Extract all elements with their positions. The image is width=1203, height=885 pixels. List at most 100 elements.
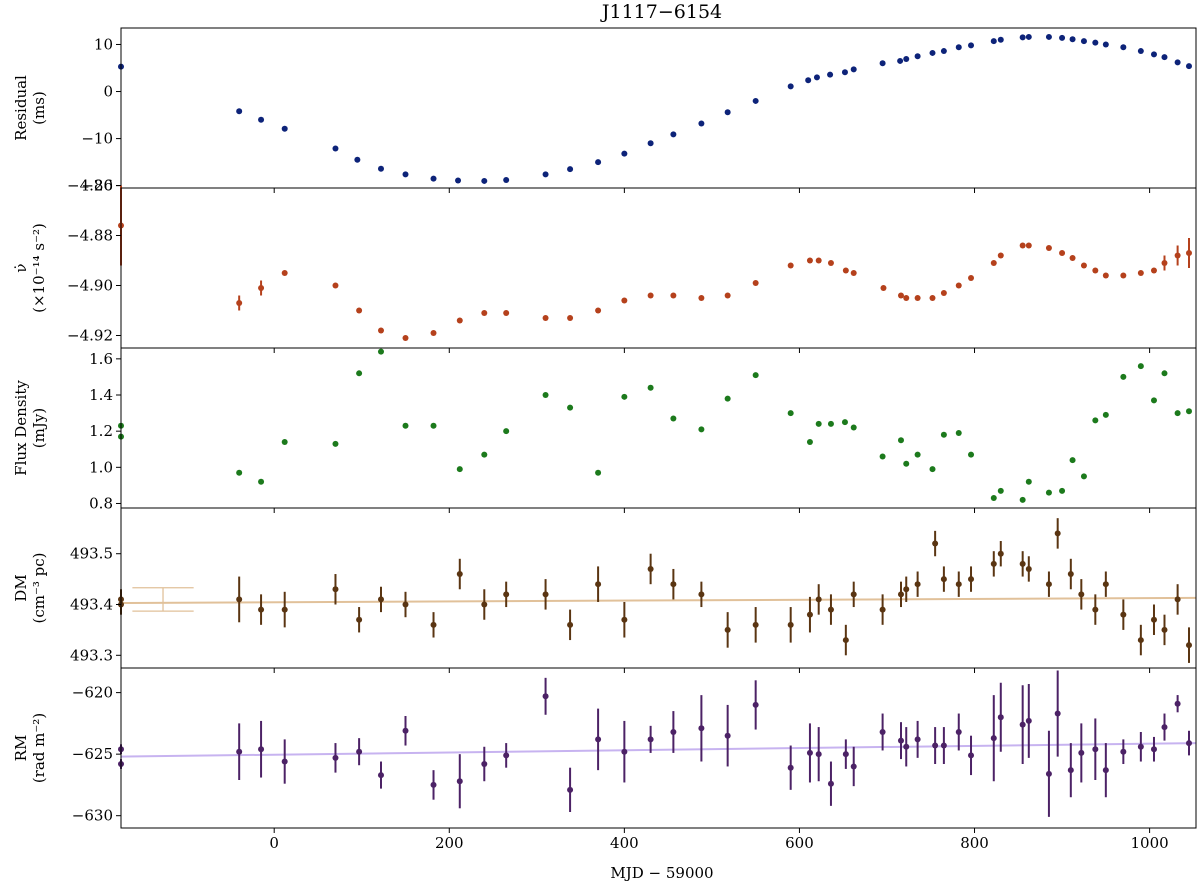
data-point (815, 596, 822, 603)
data-point (897, 57, 904, 64)
data-point (281, 758, 288, 765)
data-point (850, 591, 857, 598)
y-tick-label: 493.5 (70, 545, 113, 563)
data-point (455, 177, 462, 184)
data-point (1120, 373, 1127, 380)
data-point (647, 140, 654, 147)
data-point (1102, 767, 1109, 774)
data-point (1069, 255, 1076, 261)
y-axis-label-line: Residual (12, 75, 30, 141)
data-point (236, 596, 243, 603)
data-point (1067, 767, 1074, 774)
data-point (1045, 245, 1052, 251)
data-point (377, 348, 384, 355)
reference-errorbar (132, 587, 194, 612)
data-point (1120, 44, 1127, 51)
data-point (670, 292, 677, 299)
y-tick-label: 1.4 (89, 386, 113, 404)
data-point (968, 576, 975, 583)
data-point (968, 451, 975, 458)
data-point (914, 295, 921, 301)
data-point (1067, 571, 1074, 578)
data-point (1150, 397, 1157, 404)
data-point (841, 69, 848, 76)
data-point (929, 466, 936, 473)
data-point (940, 742, 947, 749)
data-point (903, 295, 910, 301)
data-point (724, 109, 731, 116)
data-point (914, 451, 921, 458)
data-point (1102, 411, 1109, 418)
panel-2: −4.86 −4.88 −4.90 −4.92 ν̇ (×10⁻¹⁴ s⁻²) (12, 177, 1197, 353)
panel-5: −620 −625 −630 0 200 400 600 800 1000 RM (rad m⁻²) (12, 667, 1197, 852)
x-tick-label: 400 (610, 834, 639, 852)
axes-frame (120, 507, 1197, 669)
data-point (879, 60, 886, 67)
data-point (841, 419, 848, 426)
data-point (430, 621, 437, 628)
data-point (879, 606, 886, 613)
data-point (1059, 250, 1066, 256)
data-point (1185, 250, 1192, 256)
data-point (806, 749, 813, 756)
data-point (990, 38, 997, 45)
data-point (698, 725, 705, 732)
data-point (752, 97, 759, 104)
data-point (827, 606, 834, 613)
data-point (897, 737, 904, 744)
data-point (481, 451, 488, 458)
y-tick-label: −10 (81, 130, 113, 148)
y-tick-label: −4.88 (67, 227, 113, 245)
data-point (236, 108, 243, 115)
data-point (1120, 748, 1127, 755)
data-point (595, 581, 602, 588)
data-point (481, 177, 488, 184)
y-axis-label-line: (×10⁻¹⁴ s⁻²) (30, 223, 48, 313)
data-point (356, 370, 363, 377)
data-point (354, 156, 361, 163)
data-point (1069, 457, 1076, 464)
data-point (356, 307, 363, 314)
data-point (813, 74, 820, 81)
data-point (914, 581, 921, 588)
data-point (752, 621, 759, 628)
data-point (567, 621, 574, 628)
axes-frame (120, 187, 1197, 349)
data-point (236, 469, 243, 476)
data-point (850, 66, 857, 73)
chart-title: J1117−6154 (600, 1, 722, 23)
data-point (332, 440, 339, 447)
data-point (621, 297, 628, 304)
data-point (897, 437, 904, 444)
y-tick-label: −4.86 (67, 177, 113, 195)
data-point (698, 295, 705, 301)
data-point (997, 550, 1004, 557)
data-point (955, 729, 962, 735)
x-tick-label: 800 (960, 834, 989, 852)
data-point (236, 300, 243, 306)
x-tick-label: 0 (269, 834, 279, 852)
data-point (787, 764, 794, 771)
y-axis-label-line: (mJy) (30, 408, 48, 448)
data-point (236, 748, 243, 755)
data-point (1161, 724, 1168, 731)
data-point (1102, 41, 1109, 48)
axes-frame (120, 347, 1197, 509)
data-point (1174, 410, 1181, 417)
x-tick-label: 200 (435, 834, 464, 852)
data-point (402, 422, 409, 429)
data-point (827, 260, 834, 266)
data-point (1025, 33, 1032, 40)
data-point (670, 729, 677, 735)
data-point (377, 596, 384, 603)
data-point (456, 317, 463, 324)
fit-line (120, 596, 1197, 604)
data-point (1102, 581, 1109, 588)
data-point (503, 177, 510, 183)
data-point (258, 116, 265, 123)
data-point (1150, 746, 1157, 753)
data-point (402, 601, 409, 608)
data-point (1080, 262, 1087, 269)
data-point (1019, 34, 1026, 41)
